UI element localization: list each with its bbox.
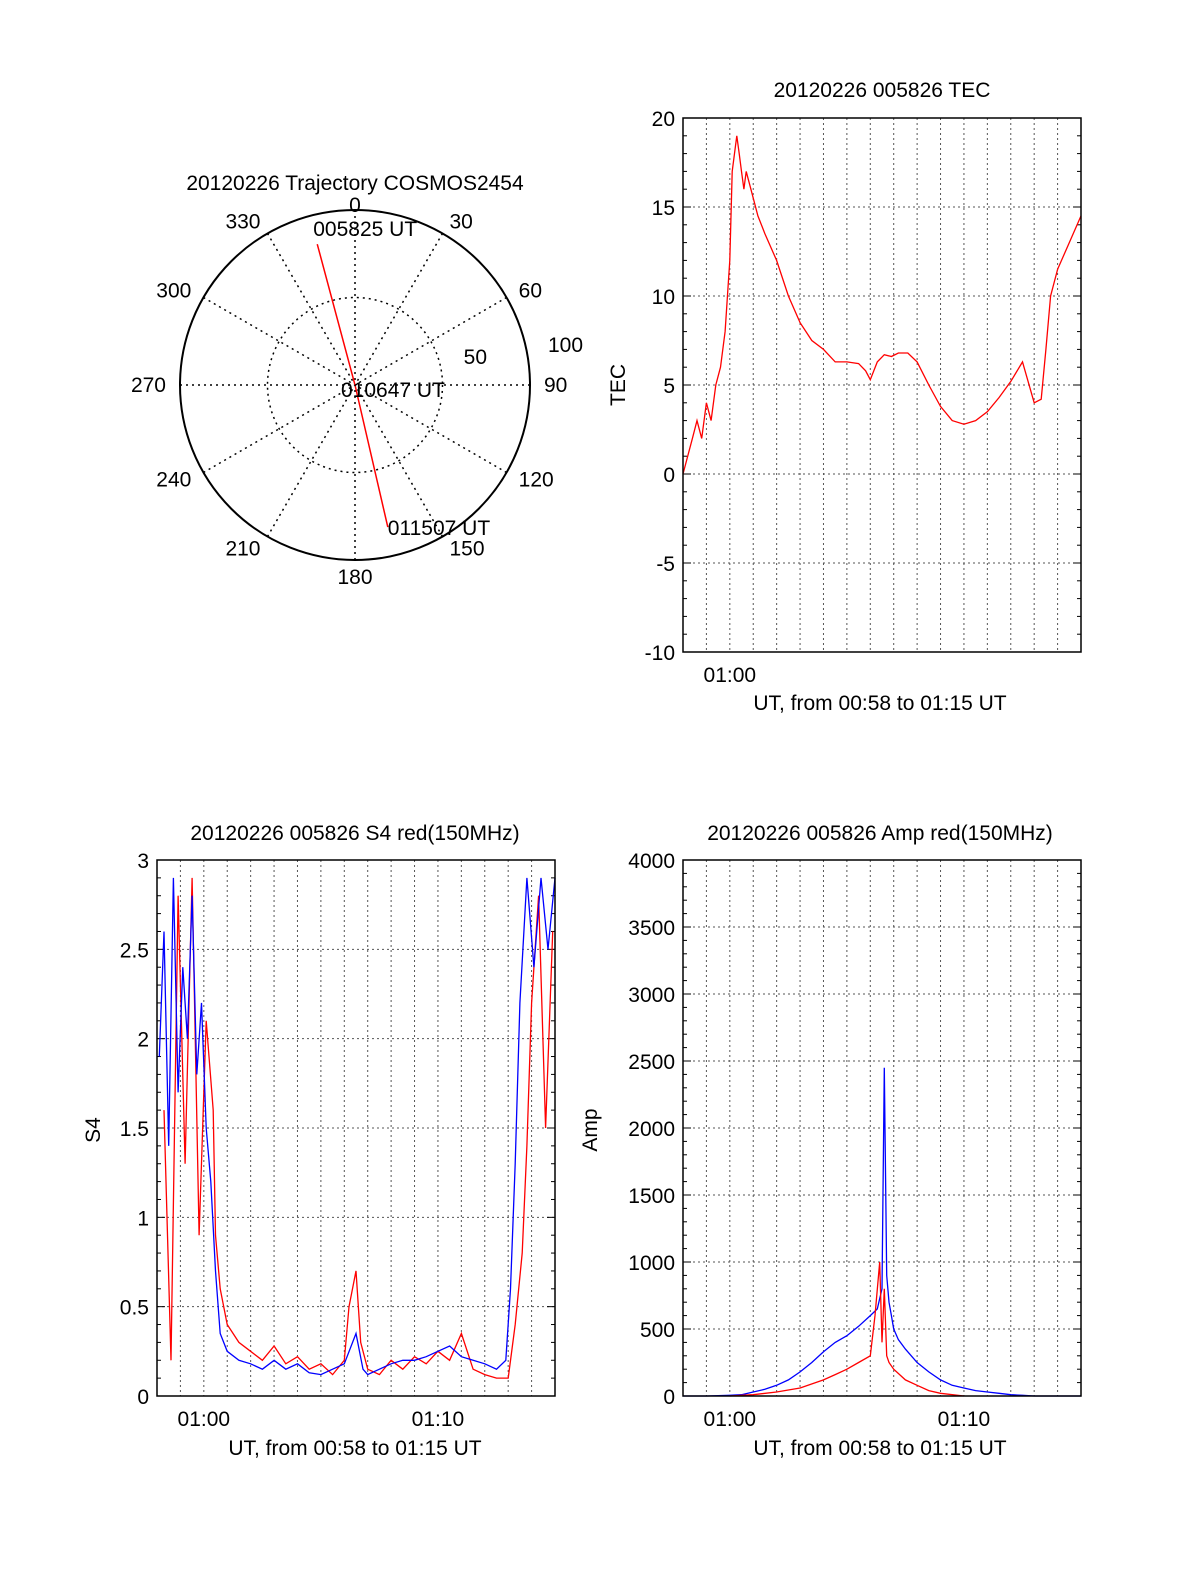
polar-angle-label: 120 [519,469,554,492]
polar-angle-label: 0 [349,194,361,217]
amp-chart: 20120226 005826 Amp red(150MHz) 0 500 1000… [579,822,1082,1460]
tec-frame [682,117,1082,653]
amp-xlabel: UT, from 00:58 to 01:15 UT [753,1437,1006,1460]
amp-ytick-label: 2500 [628,1051,675,1074]
amp-ytick-label: 1000 [628,1252,675,1275]
polar-trajectory-line [316,243,389,528]
polar-trajectory-label: 005825 UT [313,218,417,241]
amp-xtick-label: 01:10 [938,1408,991,1431]
amp-title: 20120226 005826 Amp red(150MHz) [707,822,1053,845]
s4-ytick-label: 2 [137,1029,149,1052]
polar-angle-label: 90 [544,374,567,397]
polar-angle-label: 150 [450,538,485,561]
s4-series-red [163,877,554,1379]
tec-series-red [682,135,1082,475]
polar-angle-label: 270 [131,374,166,397]
amp-series-red [729,1261,964,1397]
polar-title: 20120226 Trajectory COSMOS2454 [186,172,524,195]
s4-ytick-label: 0.5 [120,1297,149,1320]
s4-ytick-label: 1.5 [120,1118,149,1141]
polar-angle-label: 330 [225,210,260,233]
tec-ytick-label: -5 [656,553,675,576]
polar-trajectory: 005825 UT 010647 UT 011507 UT [313,218,490,540]
tec-ylabel: TEC [607,364,630,406]
amp-ytick-label: 3500 [628,917,675,940]
amp-ytick-label: 0 [663,1386,675,1409]
polar-angle-label: 300 [156,280,191,303]
tec-plot-area: -10 -5 0 5 10 15 20 01:00 [645,108,1082,687]
s4-series-blue [158,877,556,1376]
s4-ytick-label: 1 [137,1207,149,1230]
s4-ytick-label: 0 [137,1386,149,1409]
s4-ylabel: S4 [82,1117,105,1143]
amp-ylabel: Amp [579,1108,602,1151]
polar-angle-label: 60 [519,280,542,303]
tec-ytick-label: -10 [645,642,675,665]
polar-inner-circle [266,296,444,474]
polar-radius-label: 100 [548,334,583,357]
amp-series-blue [683,1067,1081,1397]
amp-ytick-label: 1500 [628,1185,675,1208]
amp-frame [682,859,1082,1397]
s4-chart: 20120226 005826 S4 red(150MHz) 0 0.5 1 1.5 2… [82,822,556,1460]
polar-angle-label: 240 [156,469,191,492]
polar-angle-labels: 0 30 60 90 120 150 180 210 240 270 300 330 50 100 [131,194,583,589]
tec-chart: 20120226 005826 TEC -10 -5 0 5 10 15 20 01:00 U… [607,79,1082,715]
tec-ytick-label: 5 [663,375,675,398]
amp-ytick-label: 500 [640,1319,675,1342]
tec-ytick-label: 20 [652,108,675,131]
polar-radius-label: 50 [464,346,487,369]
amp-ytick-label: 2000 [628,1118,675,1141]
s4-xtick-label: 01:10 [412,1408,465,1431]
s4-ytick-label: 3 [137,850,149,873]
s4-ytick-label: 2.5 [120,939,149,962]
polar-trajectory-label: 010647 UT [341,379,445,402]
polar-chart: 20120226 Trajectory COSMOS2454 0 30 60 90 12… [131,172,583,589]
polar-angle-label: 180 [337,566,372,589]
tec-xlabel: UT, from 00:58 to 01:15 UT [753,692,1006,715]
tec-ytick-label: 15 [652,197,675,220]
amp-xtick-label: 01:00 [704,1408,757,1431]
tec-ytick-label: 10 [652,286,675,309]
s4-frame [156,859,556,1397]
s4-xtick-label: 01:00 [178,1408,231,1431]
amp-ytick-label: 3000 [628,984,675,1007]
amp-plot-area: 0 500 1000 1500 2000 2500 3000 3500 4000 01:00 01:… [628,850,1082,1431]
s4-plot-area: 0 0.5 1 1.5 2 2.5 3 01:00 01:10 [120,850,556,1431]
tec-xtick-label: 01:00 [704,664,757,687]
s4-xlabel: UT, from 00:58 to 01:15 UT [228,1437,481,1460]
polar-angle-label: 210 [225,538,260,561]
tec-title: 20120226 005826 TEC [774,79,991,102]
amp-ytick-label: 4000 [628,850,675,873]
tec-ytick-label: 0 [663,464,675,487]
polar-trajectory-label: 011507 UT [388,517,491,540]
s4-title: 20120226 005826 S4 red(150MHz) [190,822,519,845]
polar-angle-label: 30 [450,210,473,233]
